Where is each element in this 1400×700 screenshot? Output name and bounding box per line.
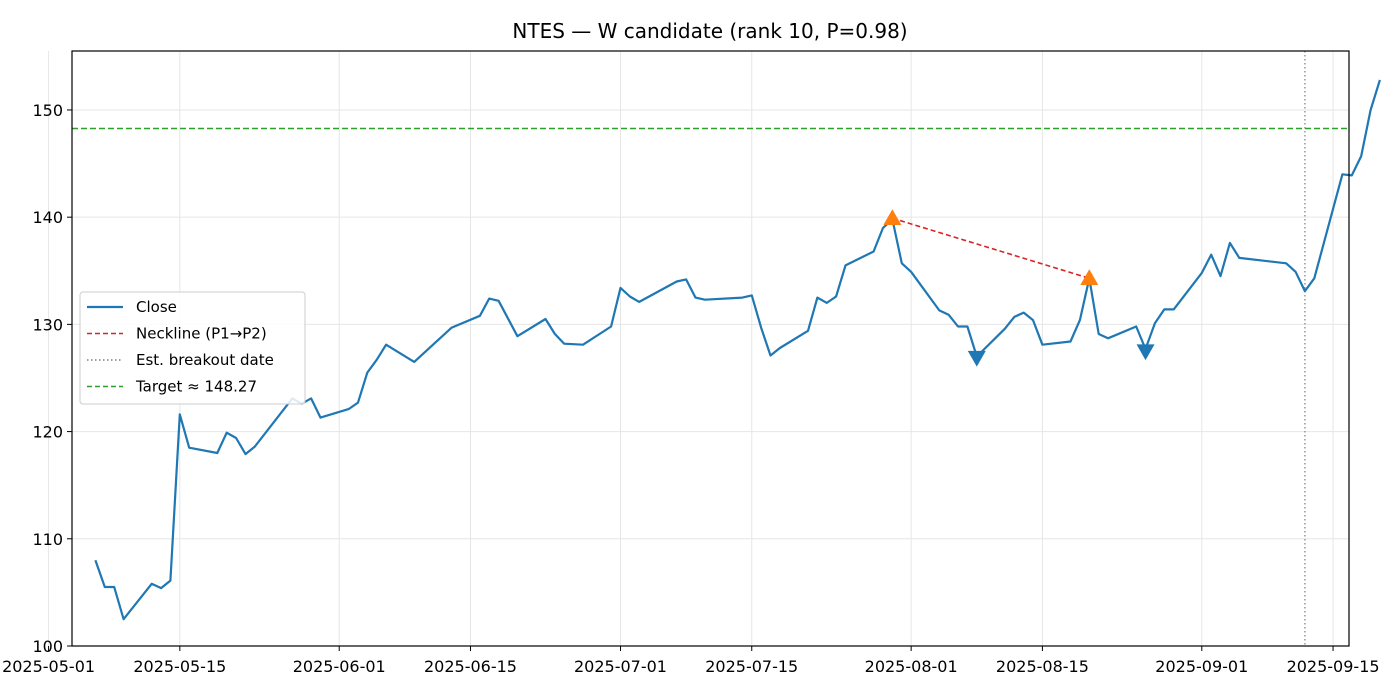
x-tick-label: 2025-07-01 <box>574 657 667 676</box>
legend-box <box>79 291 306 405</box>
x-tick-label: 2025-05-01 <box>2 657 95 676</box>
y-tick-label: 120 <box>32 423 63 442</box>
legend-label: Neckline (P1→P2) <box>136 325 267 343</box>
legend: Close Neckline (P1→P2) Est. breakout date T… <box>79 291 306 405</box>
plot-area: 2025-05-01 2025-05-15 2025-06-01 2025-06-15… <box>2 50 1381 676</box>
legend-label: Target ≈ 148.27 <box>135 378 257 396</box>
x-tick-label: 2025-08-15 <box>996 657 1089 676</box>
y-tick-label: 110 <box>32 530 63 549</box>
peak-marker <box>1080 269 1099 286</box>
neckline-line <box>892 217 1090 280</box>
y-tick-label: 140 <box>32 208 63 227</box>
x-tick-label: 2025-09-01 <box>1155 657 1248 676</box>
y-tick-label: 150 <box>32 101 63 120</box>
legend-label: Est. breakout date <box>136 351 274 369</box>
y-tick-label: 130 <box>32 315 63 334</box>
legend-label: Close <box>136 298 177 316</box>
x-tick-label: 2025-09-15 <box>1287 657 1380 676</box>
chart-title: NTES — W candidate (rank 10, P=0.98) <box>512 19 907 43</box>
x-tick-label: 2025-06-01 <box>293 657 386 676</box>
trough-marker <box>967 350 986 367</box>
y-tick-label: 100 <box>32 637 63 656</box>
peak-marker <box>883 209 902 225</box>
axes-frame <box>71 50 1350 647</box>
x-tick-label: 2025-07-15 <box>705 657 798 676</box>
x-tick-label: 2025-08-01 <box>865 657 958 676</box>
x-tick-label: 2025-05-15 <box>133 657 226 676</box>
x-tick-label: 2025-06-15 <box>424 657 517 676</box>
trough-marker <box>1136 344 1155 361</box>
